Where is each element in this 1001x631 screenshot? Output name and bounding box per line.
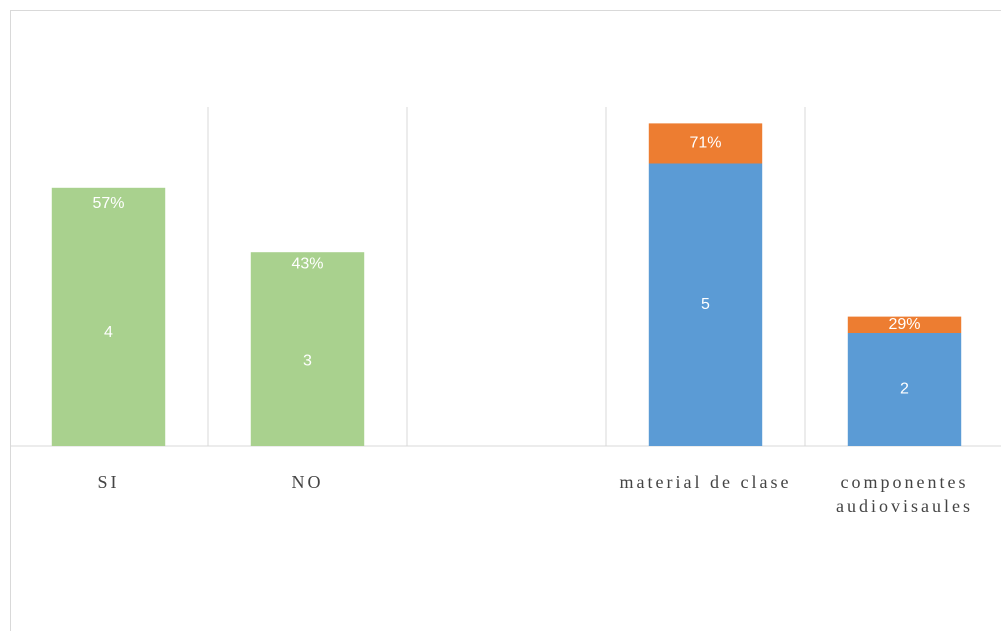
x-tick-label: componentes audiovisaules: [836, 472, 973, 516]
bar-segment: [250, 276, 365, 446]
data-label: 43%: [291, 256, 323, 273]
data-label: 2: [900, 381, 909, 398]
bar-segment: [847, 333, 962, 446]
bar-segment: [847, 316, 962, 333]
data-label: 57%: [92, 195, 124, 212]
data-label: 71%: [689, 135, 721, 152]
data-label: 4: [104, 324, 113, 341]
x-tick-label: SI: [97, 472, 120, 492]
bar-segment: [51, 187, 166, 220]
chart-border: [10, 10, 1001, 631]
bar-segment: [250, 252, 365, 277]
bar-segment: [648, 123, 763, 164]
bar-segment: [51, 220, 166, 446]
data-label: 5: [701, 296, 710, 313]
data-label: 3: [303, 352, 312, 369]
x-tick-label: material de clase: [619, 472, 792, 492]
x-tick-label: NO: [291, 472, 324, 492]
data-label: 29%: [888, 316, 920, 333]
bar-segment: [648, 163, 763, 446]
